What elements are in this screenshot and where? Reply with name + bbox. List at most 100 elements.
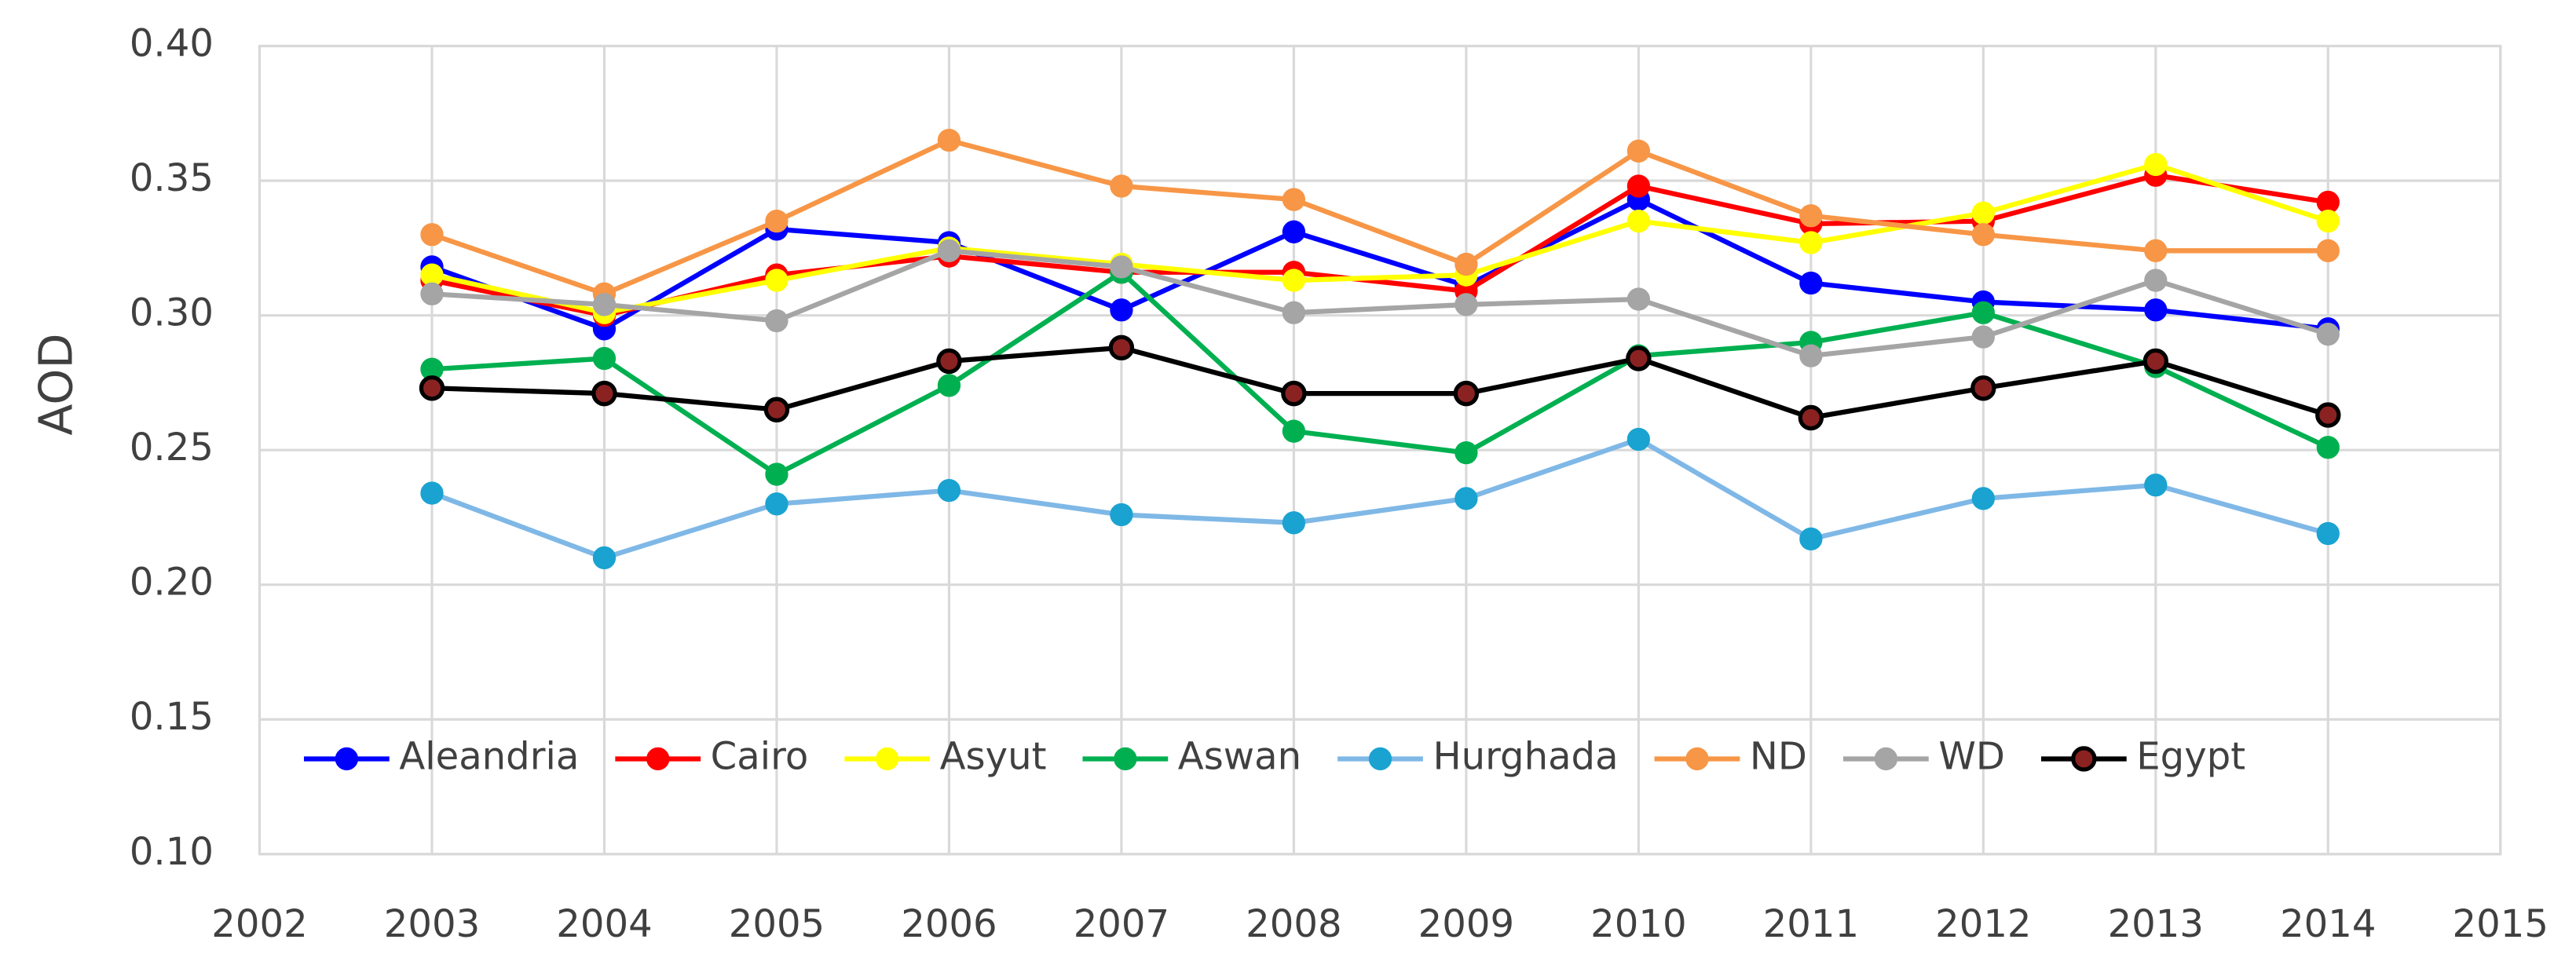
data-point [2144, 239, 2168, 262]
y-tick-label: 0.15 [130, 695, 214, 739]
y-tick-label: 0.35 [130, 156, 214, 200]
data-point [1282, 188, 1306, 211]
data-point [765, 462, 789, 486]
x-tick-label: 2013 [2108, 902, 2204, 946]
x-tick-label: 2014 [2280, 902, 2376, 946]
data-point [937, 479, 961, 503]
data-point [1799, 204, 1823, 228]
legend-label: Asyut [940, 734, 1047, 778]
x-tick-label: 2007 [1074, 902, 1169, 946]
data-point [592, 293, 617, 316]
data-point [1282, 419, 1306, 443]
data-point [1282, 220, 1306, 243]
legend-label: ND [1750, 734, 1807, 778]
y-tick-label: 0.25 [130, 426, 214, 470]
data-point [2144, 269, 2168, 292]
series-line [431, 248, 2329, 359]
legend-marker [1874, 747, 1898, 771]
y-axis-label: AOD [29, 333, 82, 435]
data-point [2144, 298, 2168, 322]
data-point [1110, 174, 1133, 198]
data-point [1108, 334, 1135, 361]
data-point [2315, 402, 2341, 428]
x-tick-label: 2004 [556, 902, 652, 946]
data-point [2144, 152, 2168, 177]
data-point [1971, 201, 1995, 225]
x-tick-label: 2010 [1590, 902, 1686, 946]
plot-border [258, 45, 2502, 856]
x-tick-label: 2009 [1418, 902, 1514, 946]
data-point [2316, 436, 2340, 459]
legend-label: Egypt [2136, 734, 2245, 778]
series-line [431, 269, 2329, 477]
y-tick-label: 0.30 [130, 291, 214, 335]
x-tick-label: 2015 [2453, 902, 2549, 946]
data-point [765, 492, 789, 516]
data-point [1626, 209, 1651, 233]
data-point [2142, 348, 2169, 375]
data-point [420, 223, 444, 247]
data-point [936, 348, 962, 375]
data-point [1282, 511, 1306, 535]
legend-label: WD [1938, 734, 2005, 778]
data-point [1971, 223, 1995, 247]
series-line [431, 162, 2329, 316]
data-point [1282, 301, 1306, 324]
data-point [765, 269, 789, 292]
data-point [2316, 239, 2340, 262]
legend-label: Cairo [711, 734, 809, 778]
legend-label: Hurghada [1433, 734, 1618, 778]
legend-marker [1685, 747, 1709, 771]
data-point [2316, 521, 2340, 546]
data-point [1110, 503, 1133, 527]
x-tick-label: 2012 [1935, 902, 2031, 946]
data-point [1626, 174, 1651, 198]
data-point [1971, 301, 1995, 324]
data-point [1626, 345, 1652, 371]
data-point [591, 380, 617, 407]
data-point [2144, 473, 2168, 497]
data-point [1971, 487, 1995, 510]
x-tick-label: 2006 [901, 902, 997, 946]
series-line [430, 196, 2329, 332]
data-point [420, 282, 444, 305]
data-point [1971, 325, 1995, 349]
legend-marker [1368, 747, 1392, 771]
series-line [431, 173, 2329, 318]
y-tick-label: 0.10 [130, 830, 214, 874]
data-point [1798, 404, 1824, 431]
data-point [2316, 209, 2340, 233]
legend-label: Aswan [1178, 734, 1301, 778]
data-point [1110, 255, 1133, 279]
data-point [1281, 380, 1307, 407]
data-point [419, 375, 445, 401]
data-point [420, 481, 444, 505]
data-point [763, 397, 790, 422]
data-point [1110, 298, 1133, 322]
legend-marker [2071, 746, 2097, 772]
series-line [430, 137, 2329, 297]
data-point [2316, 323, 2340, 346]
data-point [1799, 271, 1823, 295]
x-tick-label: 2008 [1246, 902, 1341, 946]
data-point [1454, 440, 1478, 465]
series-line [431, 345, 2329, 421]
data-point [1282, 269, 1306, 292]
data-point [765, 209, 789, 233]
x-tick-label: 2003 [384, 902, 480, 946]
data-point [937, 374, 961, 397]
y-tick-label: 0.20 [130, 561, 214, 605]
data-point [937, 239, 961, 262]
data-point [1454, 252, 1478, 276]
data-point [1799, 231, 1823, 254]
x-tick-label: 2011 [1763, 902, 1859, 946]
legend-label: Aleandria [399, 734, 579, 778]
legend-marker [335, 747, 359, 771]
data-point [1626, 139, 1651, 163]
data-point [1626, 287, 1651, 311]
data-point [592, 346, 617, 371]
x-tick-label: 2005 [729, 902, 825, 946]
data-point [1454, 293, 1478, 316]
